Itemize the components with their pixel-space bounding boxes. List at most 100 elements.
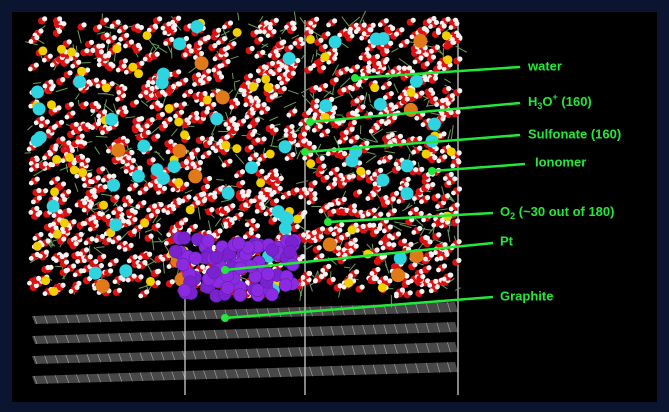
hydrogen-atom	[436, 28, 441, 33]
hydrogen-atom	[183, 217, 188, 222]
hydrogen-atom	[298, 122, 303, 127]
o2-molecule	[323, 238, 337, 252]
hydrogen-atom	[161, 257, 166, 262]
hydrogen-atom	[323, 44, 328, 49]
hydrogen-atom	[146, 208, 151, 213]
sulfur-atom	[347, 225, 356, 234]
hydrogen-atom	[141, 200, 146, 205]
sulfur-atom	[77, 67, 86, 76]
hydrogen-atom	[329, 171, 334, 176]
text-part: (160)	[558, 94, 592, 109]
hydrogen-atom	[156, 280, 161, 285]
hydrogen-atom	[212, 191, 217, 196]
hydrogen-atom	[442, 263, 447, 268]
hydrogen-atom	[123, 203, 128, 208]
hydrogen-atom	[457, 186, 462, 191]
hydrogen-atom	[387, 81, 392, 86]
pt-atom	[283, 245, 296, 258]
hydrogen-atom	[93, 219, 98, 224]
sodium-like-atom	[278, 140, 291, 153]
hydrogen-atom	[114, 195, 119, 200]
hydrogen-atom	[222, 25, 227, 30]
hydrogen-atom	[301, 138, 306, 143]
hydrogen-atom	[423, 235, 428, 240]
hydrogen-atom	[336, 201, 341, 206]
sulfur-atom	[264, 83, 273, 92]
hydrogen-atom	[132, 273, 137, 278]
hydrogen-atom	[67, 39, 72, 44]
hydrogen-atom	[349, 139, 354, 144]
hydrogen-atom	[160, 89, 165, 94]
hydrogen-atom	[450, 163, 455, 168]
hydrogen-atom	[342, 197, 347, 202]
hydrogen-atom	[49, 180, 54, 185]
hydrogen-atom	[323, 83, 328, 88]
hydrogen-atom	[155, 100, 160, 105]
hydrogen-atom	[207, 140, 212, 145]
hydrogen-atom	[133, 254, 138, 259]
hydrogen-atom	[306, 234, 311, 239]
hydrogen-atom	[57, 16, 62, 21]
hydrogen-atom	[264, 187, 269, 192]
hydrogen-atom	[434, 20, 439, 25]
hydrogen-atom	[382, 159, 387, 164]
hydrogen-atom	[428, 87, 433, 92]
sulfur-atom	[102, 83, 111, 92]
hydrogen-atom	[449, 25, 454, 30]
sodium-like-atom	[132, 170, 145, 183]
text-part: (~30 out of 180)	[515, 204, 614, 219]
hydrogen-atom	[91, 215, 96, 220]
hydrogen-atom	[423, 257, 428, 262]
hydrogen-atom	[243, 202, 248, 207]
hydrogen-atom	[212, 43, 217, 48]
hydrogen-atom	[168, 139, 173, 144]
hydrogen-atom	[164, 241, 169, 246]
hydrogen-atom	[301, 275, 306, 280]
hydrogen-atom	[330, 202, 335, 207]
hydrogen-atom	[127, 187, 132, 192]
label-oxygen: O2 (~30 out of 180)	[500, 204, 614, 221]
hydrogen-atom	[50, 63, 55, 68]
hydrogen-atom	[224, 206, 229, 211]
hydrogen-atom	[230, 203, 235, 208]
hydrogen-atom	[445, 17, 450, 22]
hydrogen-atom	[247, 124, 252, 129]
hydrogen-atom	[153, 24, 158, 29]
label-pt: Pt	[500, 233, 514, 248]
hydrogen-atom	[325, 129, 330, 134]
hydrogen-atom	[277, 76, 282, 81]
hydrogen-atom	[211, 102, 216, 107]
hydrogen-atom	[43, 84, 48, 89]
hydrogen-atom	[405, 96, 410, 101]
hydrogen-atom	[262, 64, 267, 69]
hydrogen-atom	[125, 138, 130, 143]
hydrogen-atom	[404, 39, 409, 44]
hydrogen-atom	[27, 147, 32, 152]
hydrogen-atom	[440, 111, 445, 116]
hydrogen-atom	[75, 259, 80, 264]
hydrogen-atom	[107, 174, 112, 179]
hydrogen-atom	[89, 236, 94, 241]
sulfur-atom	[60, 218, 69, 227]
hydrogen-atom	[319, 274, 324, 279]
hydrogen-atom	[182, 101, 187, 106]
sodium-like-atom	[89, 267, 102, 280]
hydrogen-atom	[344, 66, 349, 71]
sodium-like-atom	[329, 35, 342, 48]
hydrogen-atom	[414, 207, 419, 212]
hydrogen-atom	[433, 279, 438, 284]
hydrogen-atom	[399, 27, 404, 32]
hydrogen-atom	[279, 176, 284, 181]
hydrogen-atom	[124, 70, 129, 75]
hydrogen-atom	[417, 136, 422, 141]
leader-dot	[221, 266, 229, 274]
text-part: O	[500, 204, 510, 219]
hydrogen-atom	[385, 199, 390, 204]
leader-dot	[324, 218, 332, 226]
hydrogen-atom	[189, 152, 194, 157]
sulfur-atom	[261, 75, 270, 84]
hydrogen-atom	[419, 289, 424, 294]
hydrogen-atom	[195, 147, 200, 152]
hydrogen-atom	[279, 81, 284, 86]
hydrogen-atom	[213, 148, 218, 153]
